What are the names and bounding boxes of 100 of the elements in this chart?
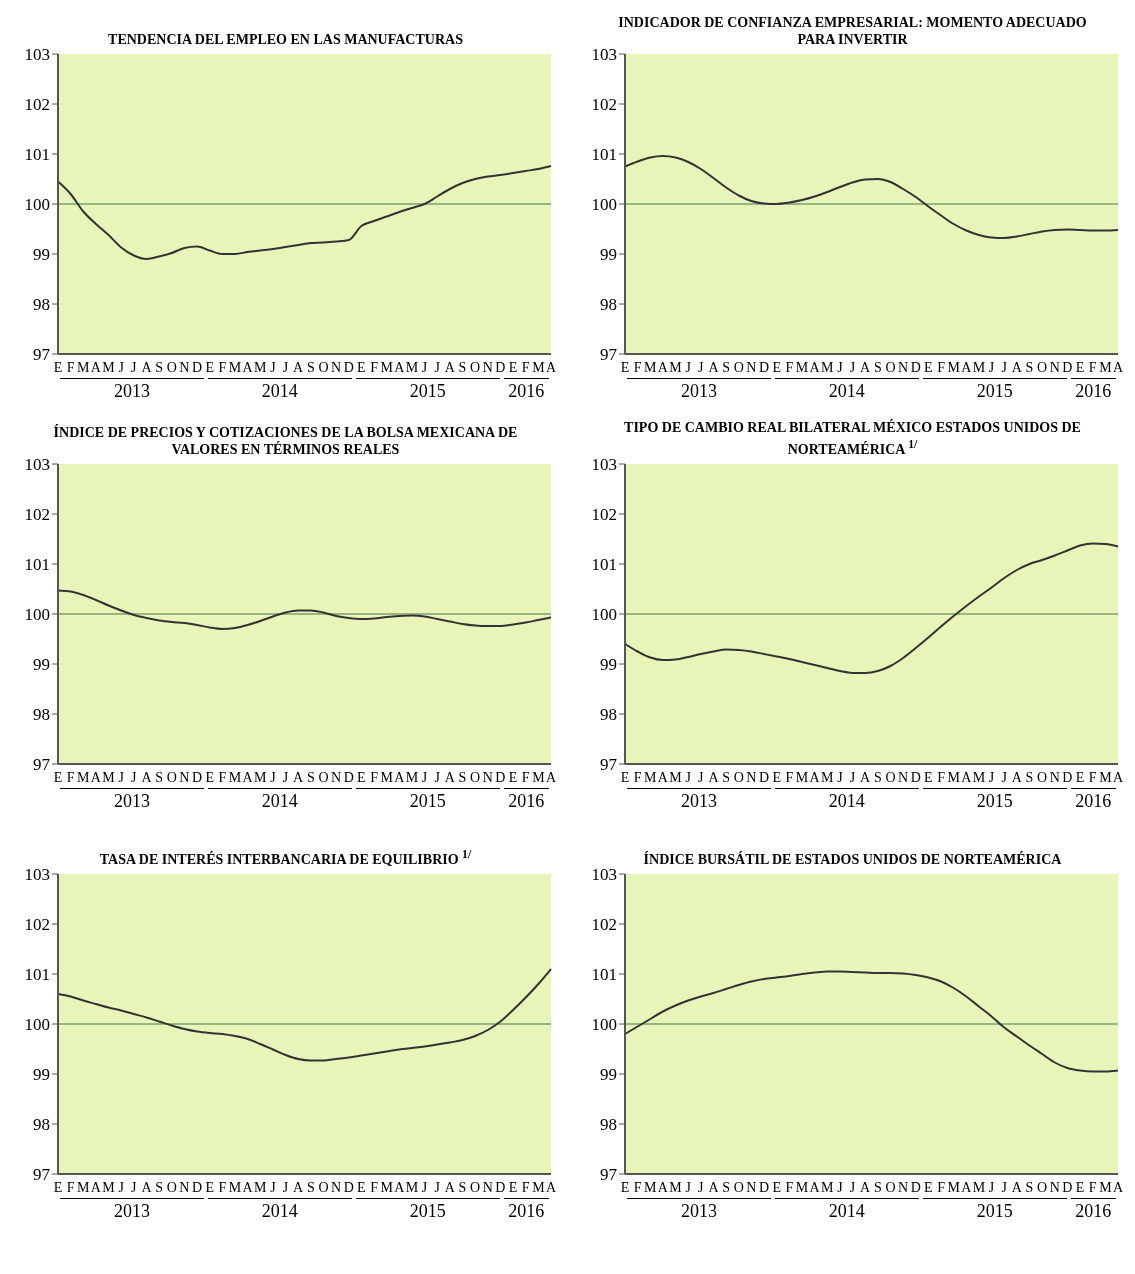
chart-title: ÍNDICE BURSÁTIL DE ESTADOS UNIDOS DE NORTEAMÉRICA [643, 851, 1062, 868]
x-tick-label: O [318, 1179, 329, 1195]
y-tick-label: 103 [24, 455, 50, 475]
x-tick-label: E [205, 359, 214, 375]
y-tick-label: 102 [591, 95, 617, 115]
x-tick-label: M [102, 1179, 116, 1195]
x-tick-label: A [293, 769, 305, 785]
text: 2016 [503, 788, 549, 812]
y-tick-label: 98 [33, 1115, 50, 1135]
x-tick-label: D [758, 1179, 770, 1195]
x-tick-label: M [795, 1179, 809, 1195]
y-tick-label: 97 [33, 345, 51, 365]
x-tick-label: M [1099, 769, 1113, 785]
x-tick-label: M [821, 769, 835, 785]
x-tick-label: E [924, 1179, 933, 1195]
x-tick-label: S [155, 1179, 164, 1195]
text: 2014 [207, 788, 352, 812]
x-tick-label: A [1112, 359, 1124, 375]
x-tick-label: F [218, 359, 227, 375]
x-tick-label: E [508, 1179, 518, 1195]
x-tick-label: O [1037, 1179, 1048, 1195]
x-tick-label: J [421, 359, 428, 375]
chart-title: TENDENCIA DEL EMPLEO EN LAS MANUFACTURAS [108, 31, 463, 48]
text: 2015 [922, 788, 1067, 812]
x-tick-label: A [90, 359, 102, 375]
y-tick-label: 101 [24, 555, 50, 575]
text: 2013 [627, 378, 771, 402]
x-tick-label: E [924, 769, 933, 785]
x-tick-label: S [722, 1179, 731, 1195]
x-tick-label: M [405, 359, 419, 375]
x-tick-label: F [937, 769, 946, 785]
x-tick-label: M [669, 1179, 683, 1195]
x-tick-label: F [785, 1179, 794, 1195]
x-tick-label: A [394, 1179, 406, 1195]
x-tick-label: D [191, 769, 203, 785]
x-tick-label: A [708, 769, 720, 785]
x-tick-label: A [545, 359, 557, 375]
x-tick-label: E [205, 769, 214, 785]
x-tick-label: N [482, 769, 493, 785]
x-tick-label: M [644, 359, 658, 375]
y-tick-label: 102 [24, 505, 50, 525]
x-tick-label: O [1037, 769, 1048, 785]
x-tick-label: A [961, 1179, 973, 1195]
y-tick-label: 102 [591, 915, 617, 935]
x-tick-label: N [179, 1179, 190, 1195]
x-tick-label: E [508, 769, 518, 785]
x-tick-label: A [708, 1179, 720, 1195]
text: 2014 [207, 1198, 352, 1222]
y-tick-label: 98 [33, 295, 50, 315]
text: 2016 [1070, 378, 1116, 402]
x-tick-label: S [1025, 1179, 1034, 1195]
x-tick-label: F [66, 769, 75, 785]
x-tick-label: M [254, 1179, 268, 1195]
text: 2014 [207, 378, 352, 402]
x-tick-label: F [370, 1179, 379, 1195]
line-series [57, 165, 552, 260]
y-tick-label: 101 [24, 965, 50, 985]
x-tick-label: F [66, 359, 75, 375]
x-tick-label: J [988, 769, 995, 785]
x-tick-label: S [306, 1179, 315, 1195]
x-tick-label: D [910, 769, 921, 785]
x-tick-label: M [644, 769, 658, 785]
x-tick-label: J [270, 769, 277, 785]
x-tick-label: D [495, 1179, 506, 1195]
x-tick-label: J [282, 359, 289, 375]
x-tick-label: J [1001, 1179, 1008, 1195]
x-tick-label: E [53, 1179, 63, 1195]
x-tick-label: F [785, 359, 794, 375]
x-tick-label: M [405, 769, 419, 785]
x-tick-label: D [343, 359, 354, 375]
y-tick-label: 100 [591, 1015, 617, 1035]
x-tick-label: M [532, 769, 546, 785]
x-tick-label: A [860, 1179, 872, 1195]
y-tick-label: 100 [24, 1015, 50, 1035]
x-tick-label: A [293, 1179, 305, 1195]
x-tick-label: M [77, 1179, 91, 1195]
x-tick-label: J [421, 1179, 428, 1195]
x-tick-label: E [53, 359, 63, 375]
y-tick-label: 101 [591, 555, 617, 575]
x-tick-label: E [357, 769, 366, 785]
x-tick-label: D [758, 359, 770, 375]
text: 2015 [922, 1198, 1067, 1222]
x-tick-label: E [53, 769, 63, 785]
x-tick-label: E [620, 769, 630, 785]
x-tick-label: E [1075, 1179, 1085, 1195]
x-tick-label: O [318, 769, 329, 785]
x-tick-label: J [131, 769, 138, 785]
x-tick-label: A [293, 359, 305, 375]
x-tick-label: F [1088, 359, 1097, 375]
chart-title: ÍNDICE DE PRECIOS Y COTIZACIONES DE LA BOLSA MEXICANA DE VALORES EN TÉRMINOS REALES [53, 425, 518, 457]
x-tick-label: E [620, 359, 630, 375]
x-tick-label: E [357, 1179, 366, 1195]
x-tick-label: J [434, 359, 441, 375]
x-tick-label: O [318, 359, 329, 375]
text: 2013 [60, 378, 204, 402]
x-tick-label: A [242, 359, 254, 375]
x-tick-label: S [155, 359, 164, 375]
x-tick-label: M [77, 359, 91, 375]
x-tick-label: F [633, 1179, 642, 1195]
x-tick-label: M [254, 359, 268, 375]
